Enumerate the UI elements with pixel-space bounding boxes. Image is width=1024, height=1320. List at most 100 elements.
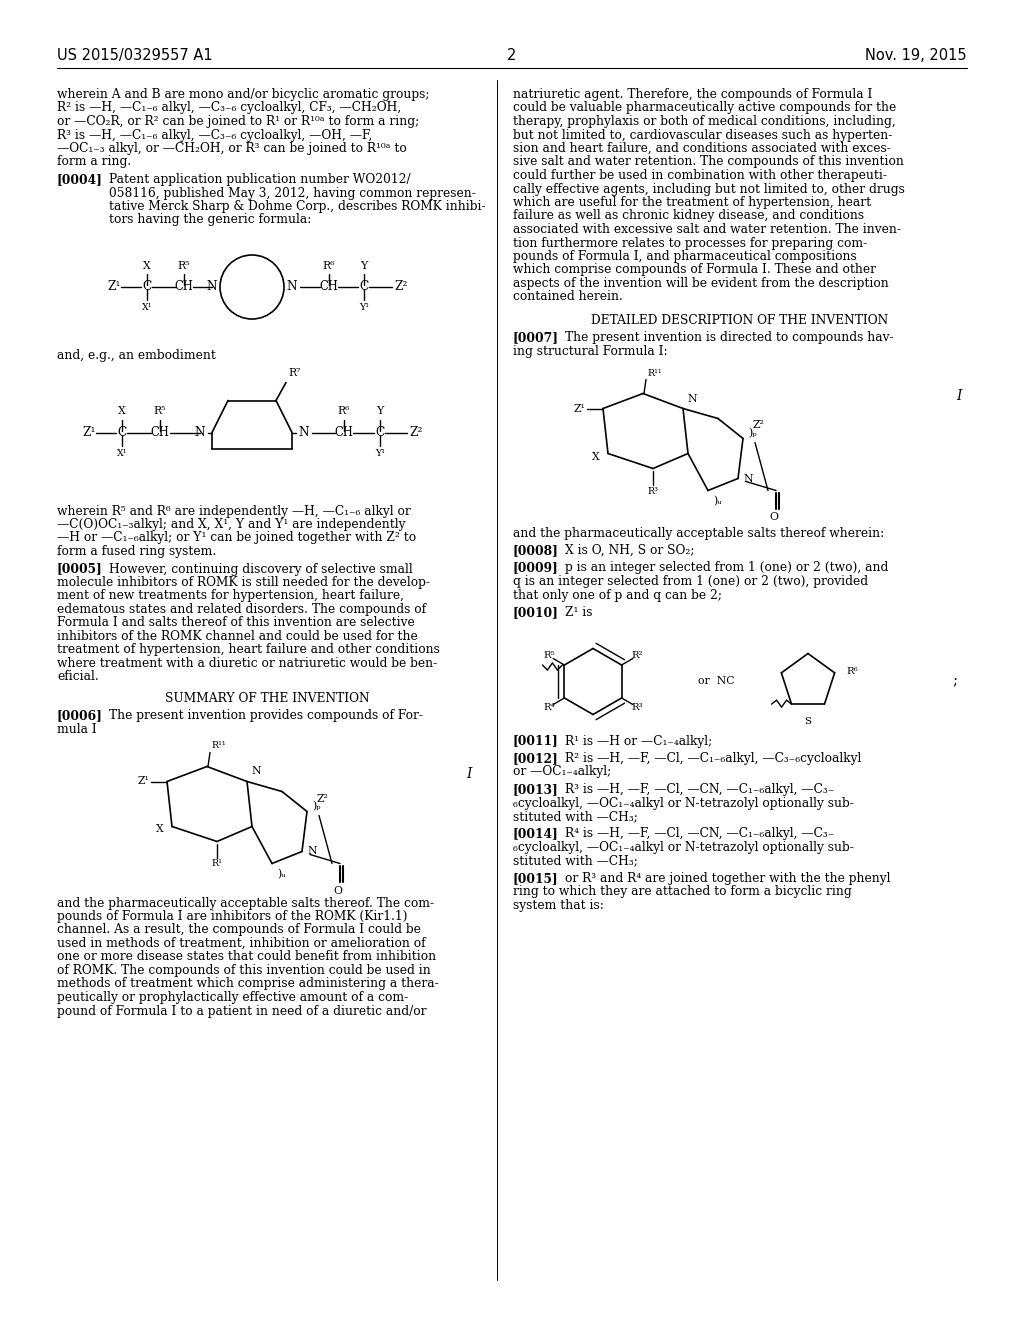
Text: one or more disease states that could benefit from inhibition: one or more disease states that could be… [57,950,436,964]
Text: R⁵: R⁵ [543,652,555,660]
Text: DETAILED DESCRIPTION OF THE INVENTION: DETAILED DESCRIPTION OF THE INVENTION [592,314,889,327]
Text: N: N [743,474,753,483]
Text: Z¹: Z¹ [573,404,585,413]
Text: could further be used in combination with other therapeuti-: could further be used in combination wit… [513,169,887,182]
Text: used in methods of treatment, inhibition or amelioration of: used in methods of treatment, inhibition… [57,937,426,950]
Text: R⁵: R⁵ [154,407,166,417]
Text: R³ is —H, —C₁₋₆ alkyl, —C₃₋₆ cycloalkyl, —OH, —F,: R³ is —H, —C₁₋₆ alkyl, —C₃₋₆ cycloalkyl,… [57,128,373,141]
Text: C: C [359,281,369,293]
Text: and, e.g., an embodiment: and, e.g., an embodiment [57,348,216,362]
Text: N: N [307,846,316,857]
Text: which comprise compounds of Formula I. These and other: which comprise compounds of Formula I. T… [513,264,876,276]
Text: —C(O)OC₁₋₃alkyl; and X, X¹, Y and Y¹ are independently: —C(O)OC₁₋₃alkyl; and X, X¹, Y and Y¹ are… [57,517,406,531]
Text: —OC₁₋₃ alkyl, or —CH₂OH, or R³ can be joined to R¹⁰ᵃ to: —OC₁₋₃ alkyl, or —CH₂OH, or R³ can be jo… [57,143,407,154]
Text: R¹: R¹ [212,859,222,869]
Text: S: S [805,718,811,726]
Text: Z²: Z² [317,793,329,804]
Text: Y: Y [377,407,384,417]
Text: Y¹: Y¹ [359,304,369,312]
Text: ring to which they are attached to form a bicyclic ring: ring to which they are attached to form … [513,886,852,899]
Text: 058116, published May 3, 2012, having common represen-: 058116, published May 3, 2012, having co… [109,186,476,199]
Text: tion furthermore relates to processes for preparing com-: tion furthermore relates to processes fo… [513,236,867,249]
Text: methods of treatment which comprise administering a thera-: methods of treatment which comprise admi… [57,978,438,990]
Text: [0013]: [0013] [513,783,559,796]
Text: 2: 2 [507,48,517,63]
Text: CH: CH [335,426,353,440]
Text: tors having the generic formula:: tors having the generic formula: [109,214,311,227]
Text: N: N [195,426,206,440]
Text: Patent application publication number WO2012/: Patent application publication number WO… [109,173,411,186]
Text: could be valuable pharmaceutically active compounds for the: could be valuable pharmaceutically activ… [513,102,896,115]
Text: X: X [157,825,164,834]
Text: N: N [299,426,309,440]
Text: N: N [251,767,260,776]
Text: [0004]: [0004] [57,173,102,186]
Text: failure as well as chronic kidney disease, and conditions: failure as well as chronic kidney diseas… [513,210,864,223]
Text: N: N [207,281,217,293]
Text: C: C [376,426,385,440]
Text: X: X [592,451,600,462]
Text: R⁶: R⁶ [323,261,335,271]
Text: ;: ; [952,675,957,689]
Text: X: X [143,261,151,271]
Text: system that is:: system that is: [513,899,604,912]
Text: associated with excessive salt and water retention. The inven-: associated with excessive salt and water… [513,223,901,236]
Text: ₆cycloalkyl, —OC₁₋₄alkyl or N-tetrazolyl optionally sub-: ₆cycloalkyl, —OC₁₋₄alkyl or N-tetrazolyl… [513,796,854,809]
Text: natriuretic agent. Therefore, the compounds of Formula I: natriuretic agent. Therefore, the compou… [513,88,872,102]
Text: cally effective agents, including but not limited to, other drugs: cally effective agents, including but no… [513,182,905,195]
Text: —H or —C₁₋₆alkyl; or Y¹ can be joined together with Z² to: —H or —C₁₋₆alkyl; or Y¹ can be joined to… [57,532,416,544]
Text: and the pharmaceutically acceptable salts thereof wherein:: and the pharmaceutically acceptable salt… [513,527,885,540]
Text: Z¹: Z¹ [137,776,150,787]
Text: ing structural Formula I:: ing structural Formula I: [513,345,668,358]
Text: [0009]: [0009] [513,561,559,574]
Text: or —CO₂R, or R² can be joined to R¹ or R¹⁰ᵃ to form a ring;: or —CO₂R, or R² can be joined to R¹ or R… [57,115,419,128]
Text: form a ring.: form a ring. [57,156,131,169]
Text: Z²: Z² [394,281,408,293]
Text: [0011]: [0011] [513,734,559,747]
Text: therapy, prophylaxis or both of medical conditions, including,: therapy, prophylaxis or both of medical … [513,115,896,128]
Text: R² is —H, —F, —Cl, —C₁₋₆alkyl, —C₃₋₆cycloalkyl: R² is —H, —F, —Cl, —C₁₋₆alkyl, —C₃₋₆cycl… [565,752,861,766]
Text: pounds of Formula I, and pharmaceutical compositions: pounds of Formula I, and pharmaceutical … [513,249,857,263]
Text: [0007]: [0007] [513,331,559,345]
Text: CH: CH [174,281,194,293]
Text: The present invention is directed to compounds hav-: The present invention is directed to com… [565,331,894,345]
Text: Z¹: Z¹ [82,426,95,440]
Text: )ₚ: )ₚ [748,429,757,438]
Text: Y¹: Y¹ [375,449,385,458]
Text: )ₚ: )ₚ [312,801,321,812]
Text: R⁶: R⁶ [846,667,858,676]
Text: CH: CH [319,281,339,293]
Text: However, continuing discovery of selective small: However, continuing discovery of selecti… [109,562,413,576]
Text: where treatment with a diuretic or natriuretic would be ben-: where treatment with a diuretic or natri… [57,657,437,671]
Text: Z²: Z² [409,426,423,440]
Text: R⁵: R⁵ [178,261,190,271]
Text: p is an integer selected from 1 (one) or 2 (two), and: p is an integer selected from 1 (one) or… [565,561,889,574]
Text: )ᵤ: )ᵤ [713,495,722,506]
Text: Nov. 19, 2015: Nov. 19, 2015 [865,48,967,63]
Text: of ROMK. The compounds of this invention could be used in: of ROMK. The compounds of this invention… [57,964,431,977]
Text: R⁴ is —H, —F, —Cl, —CN, —C₁₋₆alkyl, —C₃₋: R⁴ is —H, —F, —Cl, —CN, —C₁₋₆alkyl, —C₃₋ [565,828,835,841]
Text: X is O, NH, S or SO₂;: X is O, NH, S or SO₂; [565,544,694,557]
Text: Z¹ is: Z¹ is [565,606,593,619]
Text: R² is —H, —C₁₋₆ alkyl, —C₃₋₆ cycloalkyl, CF₃, —CH₂OH,: R² is —H, —C₁₋₆ alkyl, —C₃₋₆ cycloalkyl,… [57,102,401,115]
Text: wherein A and B are mono and/or bicyclic aromatic groups;: wherein A and B are mono and/or bicyclic… [57,88,429,102]
Text: [0014]: [0014] [513,828,559,841]
Text: wherein R⁵ and R⁶ are independently —H, —C₁₋₆ alkyl or: wherein R⁵ and R⁶ are independently —H, … [57,504,411,517]
Text: R³ is —H, —F, —Cl, —CN, —C₁₋₆alkyl, —C₃₋: R³ is —H, —F, —Cl, —CN, —C₁₋₆alkyl, —C₃₋ [565,783,835,796]
Text: R⁴: R⁴ [543,702,555,711]
Text: Formula I and salts thereof of this invention are selective: Formula I and salts thereof of this inve… [57,616,415,630]
Text: Y: Y [360,261,368,271]
Text: I: I [467,767,472,780]
Text: R³: R³ [632,702,643,711]
Text: C: C [142,281,152,293]
Text: X: X [118,407,126,417]
Text: which are useful for the treatment of hypertension, heart: which are useful for the treatment of hy… [513,195,871,209]
Text: stituted with —CH₃;: stituted with —CH₃; [513,810,638,822]
Text: mula I: mula I [57,723,96,737]
Text: I: I [956,388,962,403]
Text: and the pharmaceutically acceptable salts thereof. The com-: and the pharmaceutically acceptable salt… [57,896,434,909]
Text: q is an integer selected from 1 (one) or 2 (two), provided: q is an integer selected from 1 (one) or… [513,576,868,587]
Text: R¹ is —H or —C₁₋₄alkyl;: R¹ is —H or —C₁₋₄alkyl; [565,734,713,747]
Text: C: C [118,426,127,440]
Text: )ᵤ: )ᵤ [278,869,286,879]
